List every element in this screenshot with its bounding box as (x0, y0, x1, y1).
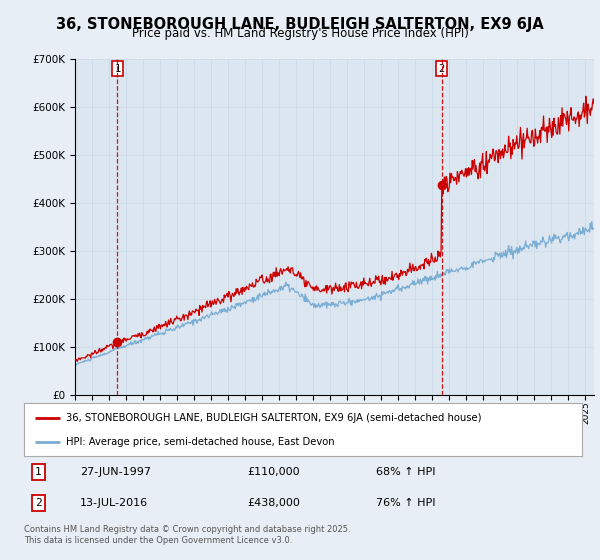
Text: 13-JUL-2016: 13-JUL-2016 (80, 498, 148, 508)
Text: £438,000: £438,000 (247, 498, 300, 508)
Text: 27-JUN-1997: 27-JUN-1997 (80, 467, 151, 477)
Text: HPI: Average price, semi-detached house, East Devon: HPI: Average price, semi-detached house,… (66, 436, 334, 446)
Text: Contains HM Land Registry data © Crown copyright and database right 2025.
This d: Contains HM Land Registry data © Crown c… (24, 525, 350, 545)
Text: 1: 1 (114, 64, 121, 74)
Text: Price paid vs. HM Land Registry's House Price Index (HPI): Price paid vs. HM Land Registry's House … (131, 27, 469, 40)
Text: 76% ↑ HPI: 76% ↑ HPI (376, 498, 435, 508)
Text: 1: 1 (35, 467, 42, 477)
Text: 36, STONEBOROUGH LANE, BUDLEIGH SALTERTON, EX9 6JA (semi-detached house): 36, STONEBOROUGH LANE, BUDLEIGH SALTERTO… (66, 413, 481, 423)
Text: £110,000: £110,000 (247, 467, 300, 477)
Text: 36, STONEBOROUGH LANE, BUDLEIGH SALTERTON, EX9 6JA: 36, STONEBOROUGH LANE, BUDLEIGH SALTERTO… (56, 17, 544, 32)
Text: 2: 2 (35, 498, 42, 508)
Text: 68% ↑ HPI: 68% ↑ HPI (376, 467, 435, 477)
Text: 2: 2 (439, 64, 445, 74)
